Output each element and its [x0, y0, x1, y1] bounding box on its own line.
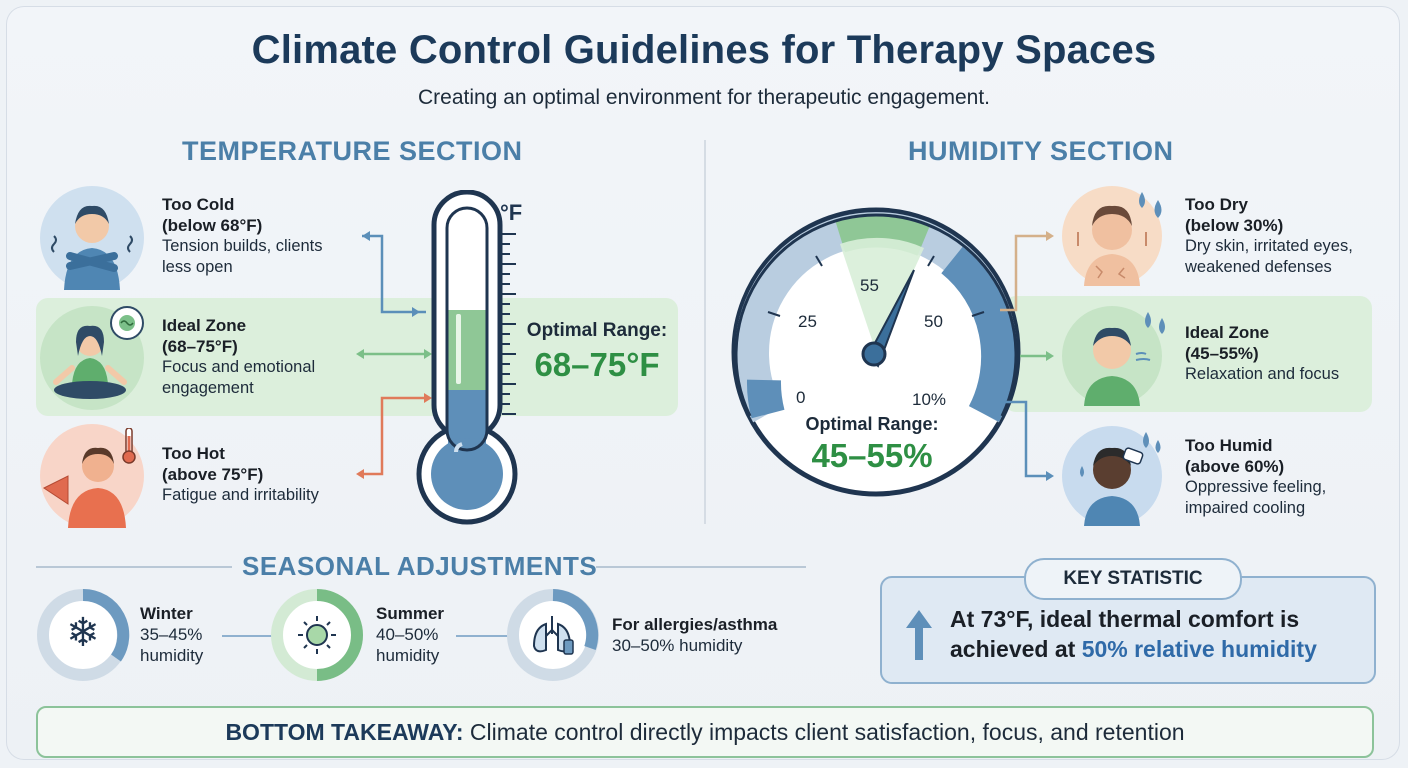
summer-ring [271, 589, 363, 681]
too-hot-label: Too Hot (above 75°F) Fatigue and irritab… [162, 443, 319, 506]
winter-unit: humidity [140, 646, 204, 665]
too-humid-label: Too Humid (above 60%) Oppressive feeling… [1185, 435, 1326, 519]
winter-title: Winter [140, 604, 193, 623]
winter-label: Winter 35–45% humidity [140, 603, 203, 666]
summer-range: 40–50% [376, 625, 439, 644]
page-subtitle: Creating an optimal environment for ther… [417, 86, 990, 109]
temperature-optimal-label: Optimal Range: [526, 320, 668, 341]
humidity-ideal-text: Relaxation and focus [1185, 365, 1340, 383]
meditating-person-icon [53, 325, 127, 399]
takeaway-text: Climate control directly impacts client … [463, 719, 1185, 745]
temperature-optimal: Optimal Range: 68–75°F [522, 320, 672, 384]
gauge-label-25: 25 [798, 312, 817, 331]
winter-range: 35–45% [140, 625, 203, 644]
seasonal-heading: SEASONAL ADJUSTMENTS [242, 551, 598, 581]
too-humid-text-2: impaired cooling [1185, 499, 1306, 517]
too-hot-title: Too Hot [162, 444, 225, 463]
sun-icon [298, 616, 336, 654]
overheated-person-icon [43, 447, 126, 528]
sweat-drops-icon [1143, 432, 1161, 453]
water-drops-icon [1139, 192, 1162, 218]
key-statistic-label: KEY STATISTIC [1024, 558, 1242, 600]
too-cold-avatar [40, 186, 144, 290]
temperature-connectors [356, 231, 432, 479]
too-dry-text: Dry skin, irritated eyes, [1185, 237, 1353, 255]
ideal-zone-title: Ideal Zone [162, 316, 247, 335]
humidity-ideal-range: (45–55%) [1185, 344, 1259, 363]
gauge-label-0: 0 [796, 388, 806, 407]
key-statistic-text: At 73°F, ideal thermal comfort is achiev… [950, 604, 1360, 664]
page-title: Climate Control Guidelines for Therapy S… [251, 28, 1157, 72]
ideal-zone-label: Ideal Zone (68–75°F) Focus and emotional… [162, 315, 315, 399]
brain-bubble-icon [110, 306, 144, 340]
too-dry-range: (below 30%) [1185, 216, 1284, 235]
too-hot-range: (above 75°F) [162, 465, 264, 484]
ideal-zone-text-2: engagement [162, 379, 254, 397]
humidity-optimal-value: 45–55% [811, 437, 933, 474]
lungs-icon [532, 616, 574, 655]
too-dry-text-2: weakened defenses [1185, 258, 1332, 276]
allergy-label: For allergies/asthma 30–50% humidity [612, 614, 777, 656]
seasonal-rule-left [36, 566, 232, 568]
gauge-label-50: 50 [924, 312, 943, 331]
summer-title: Summer [376, 604, 445, 623]
too-humid-title: Too Humid [1185, 436, 1273, 455]
summer-unit: humidity [376, 646, 440, 665]
humidity-heading: HUMIDITY SECTION [908, 136, 1174, 166]
key-statistic-highlight: 50% relative humidity [1081, 636, 1317, 662]
fahrenheit-unit: °F [500, 200, 523, 225]
ideal-zone-range: (68–75°F) [162, 337, 238, 356]
humidity-ideal-title: Ideal Zone [1185, 323, 1270, 342]
sweating-person-icon [1080, 447, 1144, 526]
too-cold-label: Too Cold (below 68°F) Tension builds, cl… [162, 194, 323, 278]
gauge-label-55: 55 [860, 276, 879, 295]
winter-summer-connector [222, 635, 272, 637]
too-humid-range: (above 60%) [1185, 457, 1285, 476]
temperature-heading: TEMPERATURE SECTION [182, 136, 523, 166]
thermometer-graphic [416, 190, 518, 525]
too-dry-avatar [1062, 186, 1162, 286]
ideal-zone-text: Focus and emotional [162, 358, 316, 376]
gauge-label-10: 10% [912, 390, 947, 409]
bottom-takeaway: BOTTOM TAKEAWAY: Climate control directl… [36, 706, 1374, 758]
humidity-ideal-label: Ideal Zone (45–55%) Relaxation and focus [1185, 322, 1339, 385]
section-divider [704, 140, 706, 524]
summer-allergy-connector [456, 635, 508, 637]
too-hot-text: Fatigue and irritability [162, 486, 319, 504]
allergy-title: For allergies/asthma [612, 615, 778, 634]
too-humid-text: Oppressive feeling, [1185, 478, 1327, 496]
seasonal-rule-right [596, 566, 806, 568]
humidity-gauge [731, 207, 1021, 497]
humidity-connectors [1000, 231, 1054, 481]
too-dry-label: Too Dry (below 30%) Dry skin, irritated … [1185, 194, 1353, 278]
too-cold-text-2: less open [162, 258, 233, 276]
winter-ring [37, 588, 130, 681]
too-dry-title: Too Dry [1185, 195, 1248, 214]
allergy-ring [507, 589, 599, 681]
up-arrow-icon [906, 610, 932, 660]
takeaway-label: BOTTOM TAKEAWAY: [225, 719, 464, 745]
humidity-optimal-label: Optimal Range: [805, 414, 939, 434]
too-cold-title: Too Cold [162, 195, 235, 214]
summer-label: Summer 40–50% humidity [376, 603, 444, 666]
too-cold-text: Tension builds, clients [162, 237, 323, 255]
shivering-person-icon [51, 205, 133, 290]
too-cold-range: (below 68°F) [162, 216, 263, 235]
allergy-range: 30–50% humidity [612, 636, 743, 655]
thermometer-small-icon [122, 427, 136, 464]
snowflake-icon: ❄ [66, 611, 100, 655]
key-statistic-line-2: achieved at [950, 636, 1082, 662]
humidity-optimal: Optimal Range: 45–55% [792, 414, 952, 475]
humidity-drops-icon [1145, 312, 1165, 334]
too-hot-avatar [40, 424, 144, 528]
dry-skin-person-icon [1077, 205, 1147, 286]
relaxed-person-icon [1084, 327, 1151, 406]
key-statistic-line-1: At 73°F, ideal thermal comfort is [950, 606, 1300, 632]
temperature-optimal-value: 68–75°F [534, 346, 660, 383]
